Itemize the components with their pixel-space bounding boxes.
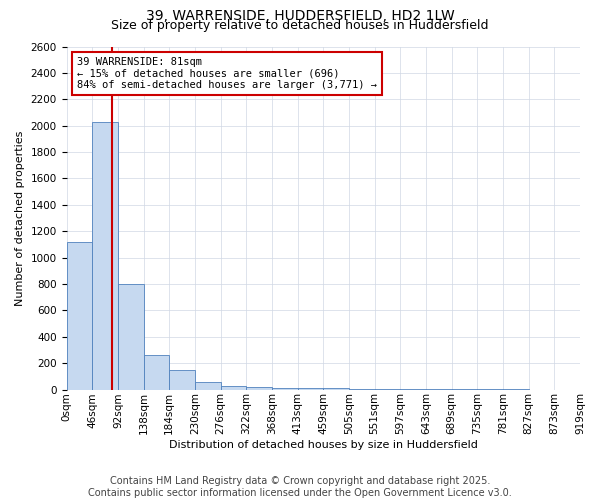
- Bar: [143, 354, 169, 390]
- Bar: [323, 388, 349, 390]
- Y-axis label: Number of detached properties: Number of detached properties: [15, 130, 25, 306]
- Text: Size of property relative to detached houses in Huddersfield: Size of property relative to detached ho…: [111, 19, 489, 32]
- Bar: [221, 386, 246, 390]
- Text: 39, WARRENSIDE, HUDDERSFIELD, HD2 1LW: 39, WARRENSIDE, HUDDERSFIELD, HD2 1LW: [146, 9, 454, 23]
- Bar: [118, 284, 143, 390]
- Bar: [272, 388, 298, 390]
- Bar: [349, 389, 374, 390]
- Bar: [374, 389, 400, 390]
- Bar: [246, 387, 272, 390]
- Bar: [67, 242, 92, 390]
- Bar: [92, 122, 118, 390]
- Bar: [169, 370, 195, 390]
- X-axis label: Distribution of detached houses by size in Huddersfield: Distribution of detached houses by size …: [169, 440, 478, 450]
- Bar: [195, 382, 221, 390]
- Text: 39 WARRENSIDE: 81sqm
← 15% of detached houses are smaller (696)
84% of semi-deta: 39 WARRENSIDE: 81sqm ← 15% of detached h…: [77, 57, 377, 90]
- Bar: [298, 388, 323, 390]
- Text: Contains HM Land Registry data © Crown copyright and database right 2025.
Contai: Contains HM Land Registry data © Crown c…: [88, 476, 512, 498]
